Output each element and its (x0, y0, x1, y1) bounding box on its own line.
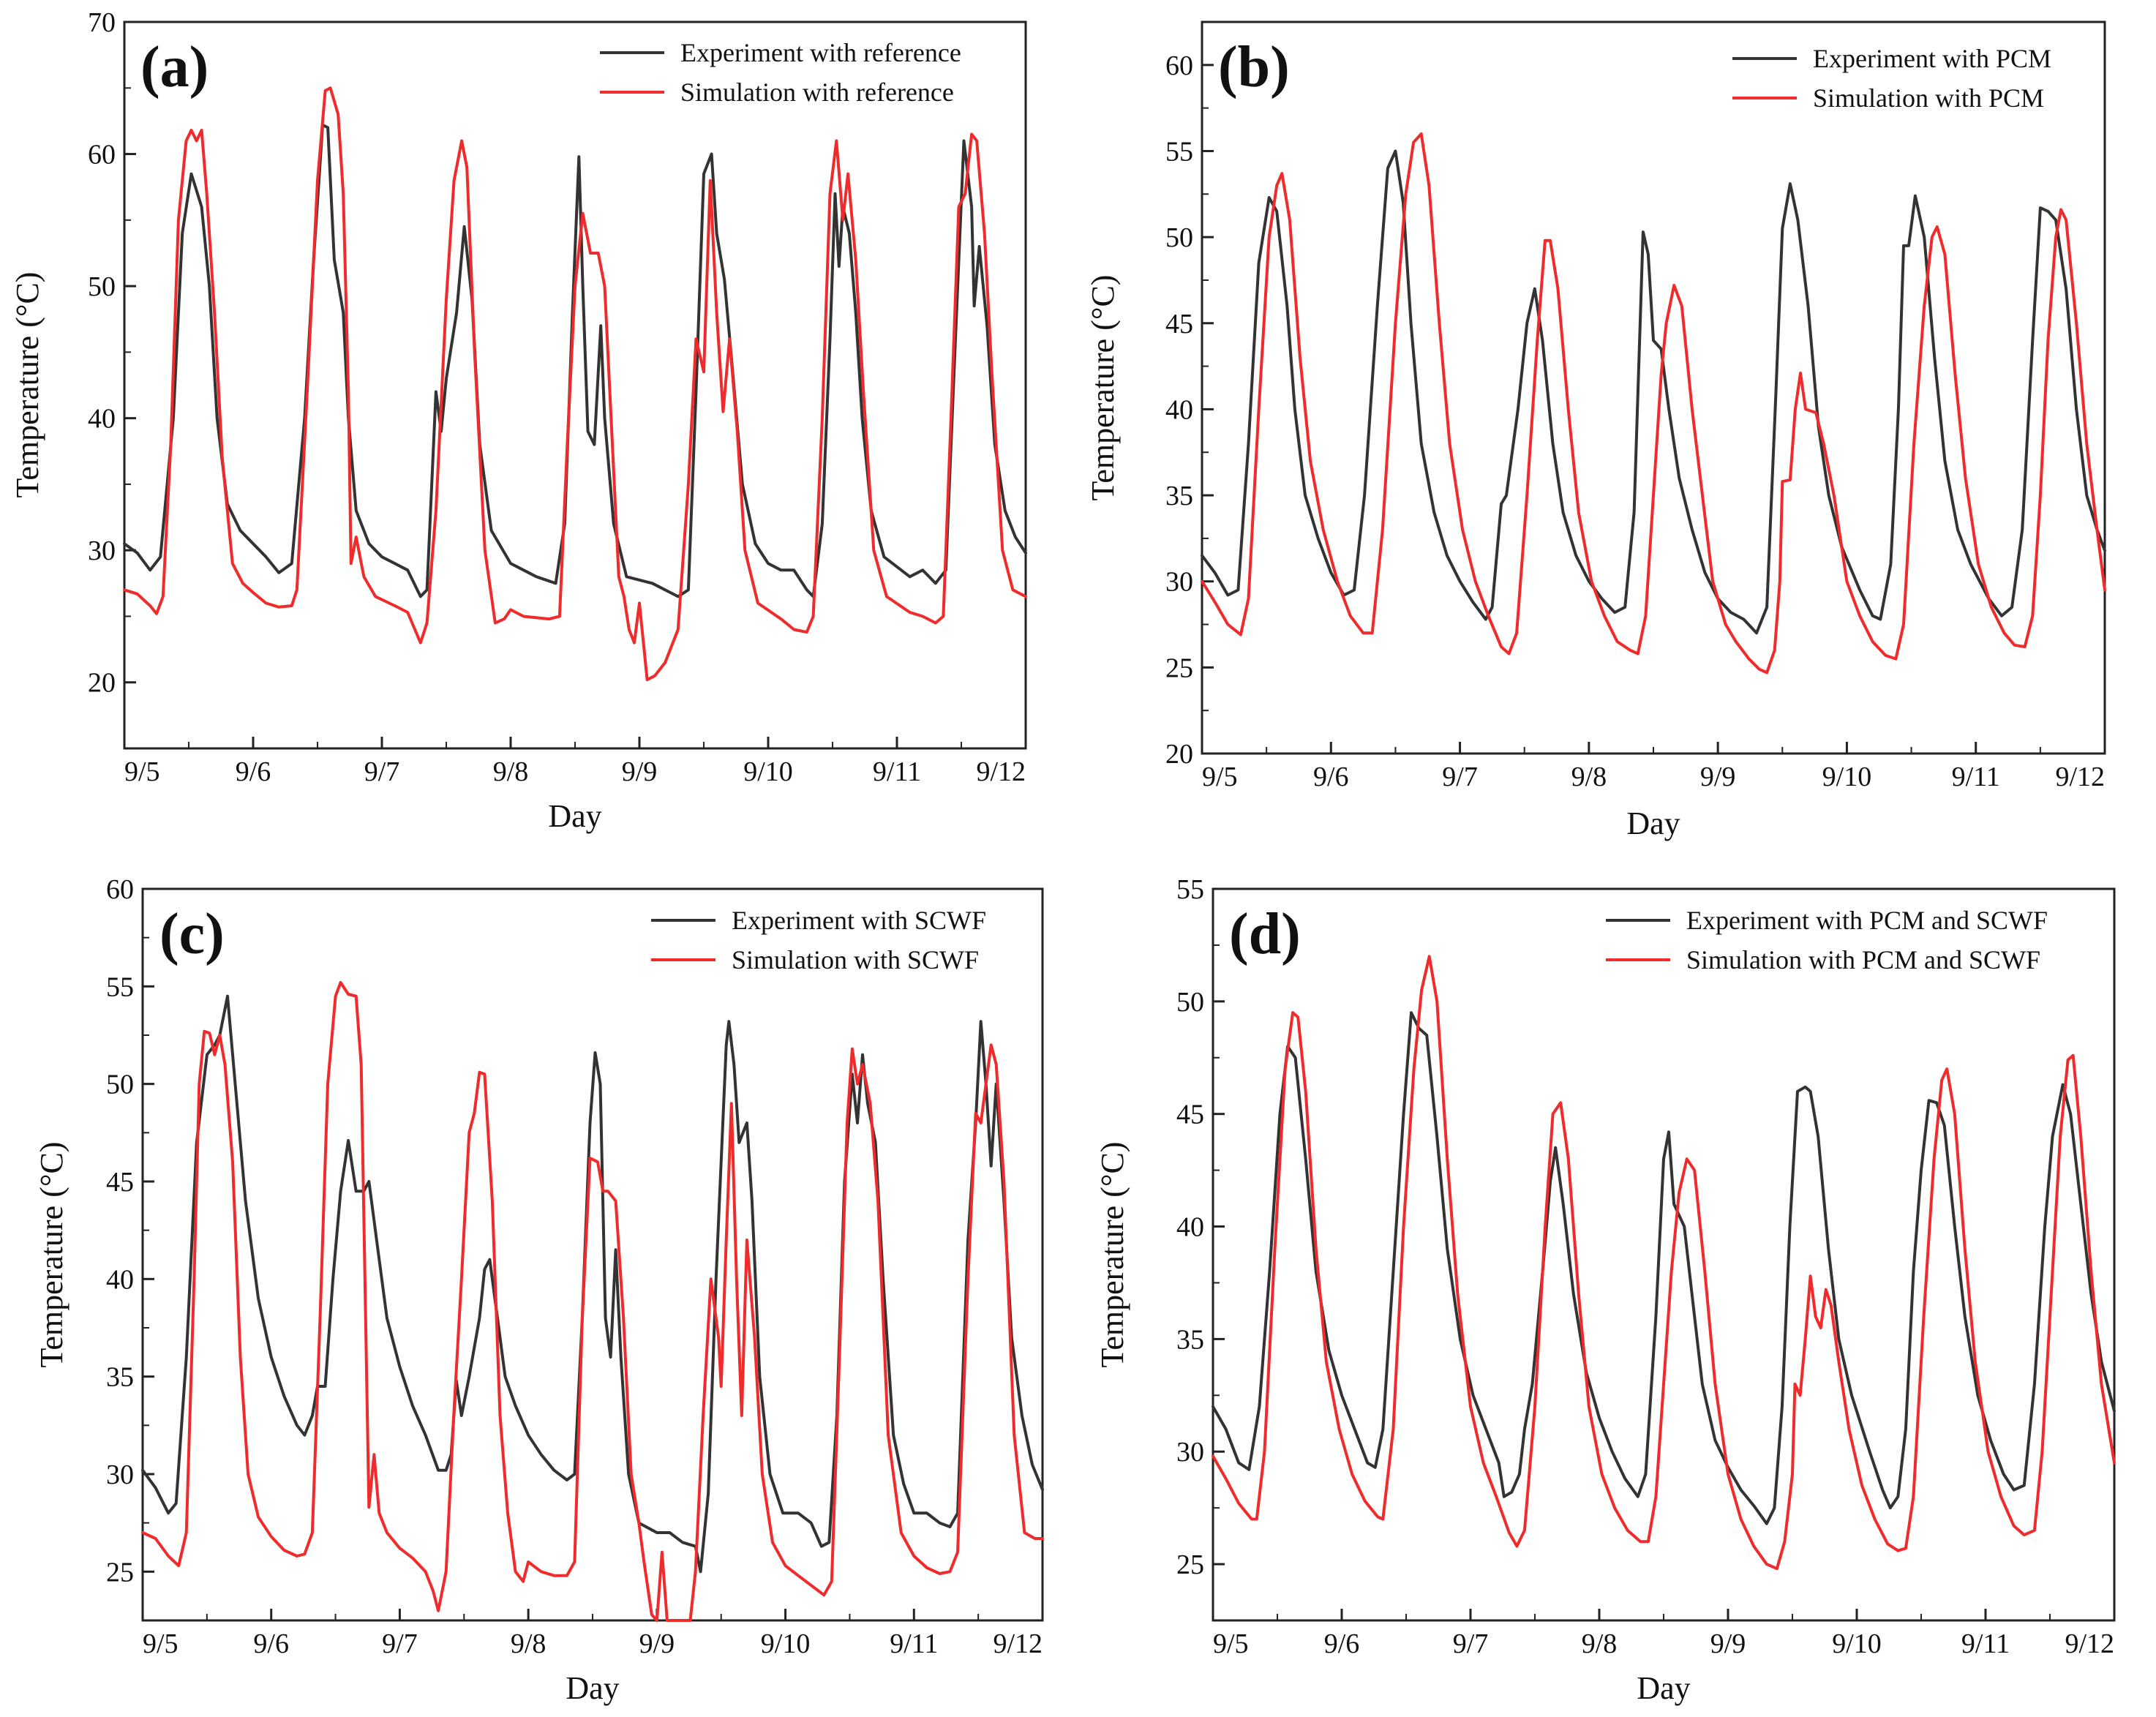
experiment-line-b (1201, 149, 2106, 635)
x-tick-label-d-1: 9/6 (1324, 1628, 1360, 1659)
y-tick-label-c-1: 30 (106, 1459, 134, 1490)
x-tick-label-c-3: 9/8 (511, 1628, 546, 1659)
x-tick-label-a-0: 9/5 (124, 756, 160, 787)
legend-label-experiment-d: Experiment with PCM and SCWF (1686, 906, 2048, 935)
x-tick-label-d-2: 9/7 (1453, 1628, 1489, 1659)
x-tick-label-b-0: 9/5 (1202, 762, 1238, 792)
panel-a: 9/5 9/6 9/7 9/8 9/9 9/10 9/11 9/12203040506070 … (10, 7, 1027, 834)
y-tick-label-c-7: 60 (106, 874, 134, 905)
x-tick-label-c-5: 9/10 (761, 1628, 811, 1659)
legend-label-experiment-a: Experiment with reference (680, 38, 961, 67)
x-tick-label-d-6: 9/11 (1961, 1628, 2010, 1659)
y-tick-label-c-3: 40 (106, 1264, 134, 1295)
y-tick-label-b-3: 35 (1165, 481, 1193, 511)
y-tick-label-b-0: 20 (1165, 739, 1193, 770)
simulation-line-d (1212, 955, 2116, 1571)
y-tick-label-b-5: 45 (1165, 309, 1193, 339)
x-tick-label-d-3: 9/8 (1582, 1628, 1618, 1659)
y-tick-label-b-4: 40 (1165, 394, 1193, 425)
simulation-line-c (141, 981, 1044, 1622)
x-tick-label-a-4: 9/9 (622, 756, 658, 787)
panel-label-a: (a) (140, 35, 209, 99)
legend-a: Experiment with reference Simulation wit… (600, 38, 961, 107)
panel-label-b: (b) (1218, 35, 1290, 99)
x-tick-label-a-3: 9/8 (493, 756, 529, 787)
x-tick-label-c-6: 9/11 (890, 1628, 938, 1659)
x-tick-label-b-1: 9/6 (1313, 762, 1349, 792)
legend-d: Experiment with PCM and SCWF Simulation … (1606, 906, 2048, 974)
y-axis-label-b: Temperature (°C) (1085, 275, 1121, 501)
y-tick-label-b-7: 55 (1165, 136, 1193, 167)
y-tick-label-c-0: 25 (106, 1557, 134, 1588)
y-tick-label-c-5: 50 (106, 1070, 134, 1100)
y-tick-label-b-8: 60 (1165, 50, 1193, 81)
y-tick-label-a-2: 40 (88, 404, 116, 435)
legend-c: Experiment with SCWF Simulation with SCW… (651, 906, 986, 974)
panel-label-d: (d) (1229, 902, 1301, 966)
legend-label-simulation-b: Simulation with PCM (1813, 83, 2044, 113)
y-tick-label-b-2: 30 (1165, 567, 1193, 598)
x-axis-label-b: Day (1626, 805, 1680, 841)
x-tick-label-b-6: 9/11 (1952, 762, 2000, 792)
legend-label-simulation-d: Simulation with PCM and SCWF (1686, 945, 2040, 974)
x-tick-label-b-5: 9/10 (1822, 762, 1872, 792)
x-tick-label-b-2: 9/7 (1442, 762, 1478, 792)
legend-label-simulation-a: Simulation with reference (680, 78, 954, 107)
x-tick-label-a-5: 9/10 (743, 756, 793, 787)
y-tick-label-a-3: 50 (88, 271, 116, 302)
panel-d: 9/5 9/6 9/7 9/8 9/9 9/10 9/11 9/12 25 30 35 40 45 50 5… (1094, 874, 2116, 1706)
x-tick-label-b-7: 9/12 (2055, 762, 2105, 792)
y-tick-label-c-6: 55 (106, 972, 134, 1002)
y-tick-label-d-1: 30 (1176, 1437, 1204, 1468)
y-tick-label-d-3: 40 (1176, 1212, 1204, 1243)
simulation-line-b (1201, 132, 2106, 675)
y-tick-label-b-6: 50 (1165, 222, 1193, 253)
y-tick-label-d-5: 50 (1176, 987, 1204, 1018)
panel-label-c: (c) (159, 902, 225, 966)
y-axis-label-c: Temperature (°C) (34, 1142, 70, 1368)
y-tick-label-a-5: 70 (88, 7, 116, 38)
panel-c: 9/5 9/6 9/7 9/8 9/9 9/10 9/11 9/12 25 30 35 40 45 50 5… (34, 874, 1044, 1706)
y-axis-label-d: Temperature (°C) (1094, 1142, 1130, 1368)
x-tick-label-c-1: 9/6 (253, 1628, 289, 1659)
x-axis-label-d: Day (1637, 1670, 1690, 1706)
x-axis-label-a: Day (548, 798, 601, 834)
x-tick-label-d-0: 9/5 (1213, 1628, 1249, 1659)
legend-label-experiment-b: Experiment with PCM (1813, 44, 2051, 73)
y-tick-label-c-2: 35 (106, 1362, 134, 1393)
y-tick-label-d-6: 55 (1176, 874, 1204, 905)
x-tick-label-d-4: 9/9 (1710, 1628, 1746, 1659)
y-tick-label-a-1: 30 (88, 536, 116, 566)
x-tick-label-c-7: 9/12 (993, 1628, 1043, 1659)
y-tick-label-d-4: 45 (1176, 1100, 1204, 1130)
x-tick-label-c-4: 9/9 (639, 1628, 675, 1659)
panel-b: 9/5 9/6 9/7 9/8 9/9 9/10 9/11 9/12 20 25 30 35 40 45 5… (1085, 20, 2106, 841)
x-tick-label-a-7: 9/12 (976, 756, 1026, 787)
y-tick-label-d-2: 35 (1176, 1324, 1204, 1355)
x-tick-label-a-1: 9/6 (236, 756, 271, 787)
y-tick-label-b-1: 25 (1165, 653, 1193, 683)
x-axis-label-c: Day (566, 1670, 619, 1706)
y-tick-label-a-4: 60 (88, 140, 116, 170)
x-tick-label-d-5: 9/10 (1832, 1628, 1882, 1659)
legend-b: Experiment with PCM Simulation with PCM (1732, 44, 2051, 113)
y-tick-label-a-0: 20 (88, 668, 116, 699)
y-axis-label-a: Temperature (°C) (10, 272, 45, 498)
y-tick-label-d-0: 25 (1176, 1549, 1204, 1580)
x-tick-label-d-7: 9/12 (2065, 1628, 2114, 1659)
legend-label-experiment-c: Experiment with SCWF (732, 906, 986, 935)
legend-label-simulation-c: Simulation with SCWF (732, 945, 979, 974)
simulation-line-a (123, 86, 1027, 682)
x-tick-label-c-0: 9/5 (143, 1628, 179, 1659)
experiment-line-c (141, 994, 1044, 1574)
y-tick-label-c-4: 45 (106, 1167, 134, 1198)
experiment-line-d (1212, 1011, 2116, 1525)
x-tick-label-a-6: 9/11 (873, 756, 921, 787)
x-tick-label-a-2: 9/7 (364, 756, 400, 787)
x-tick-label-c-2: 9/7 (382, 1628, 418, 1659)
x-tick-label-b-3: 9/8 (1571, 762, 1607, 792)
x-tick-label-b-4: 9/9 (1700, 762, 1736, 792)
